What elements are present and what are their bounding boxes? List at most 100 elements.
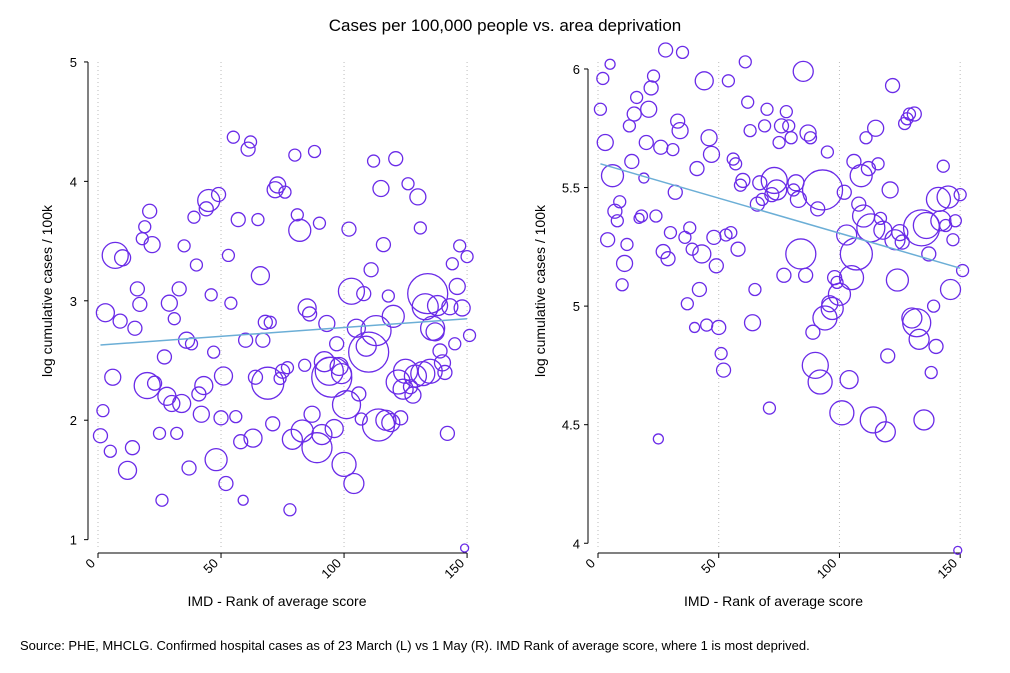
right-data-point <box>860 160 877 177</box>
right-data-point <box>953 188 967 202</box>
right-data-point <box>880 348 896 364</box>
right-data-point <box>640 100 658 118</box>
left-data-point <box>124 440 141 456</box>
left-data-point <box>331 451 357 478</box>
left-data-point <box>233 434 249 450</box>
right-data-point <box>755 192 769 207</box>
right-data-point <box>884 77 901 94</box>
right-data-point <box>874 421 896 443</box>
left-data-point <box>448 277 466 296</box>
left-data-point <box>104 368 122 386</box>
right-y-tick-label: 5 <box>573 299 580 314</box>
left-data-point <box>392 378 414 400</box>
left-data-point <box>307 144 322 159</box>
right-data-point <box>829 400 855 426</box>
right-data-point <box>735 172 751 189</box>
left-data-point <box>187 210 201 224</box>
left-data-point <box>273 371 287 386</box>
right-data-point <box>622 119 637 133</box>
left-data-point <box>401 177 415 191</box>
right-data-point <box>776 267 792 283</box>
left-data-point <box>341 221 357 237</box>
left-data-point <box>437 364 453 381</box>
right-data-point <box>901 307 923 329</box>
right-data-point <box>748 282 762 297</box>
left-data-point <box>251 212 265 227</box>
right-data-point <box>700 318 714 332</box>
left-data-point <box>132 296 148 313</box>
right-data-point <box>678 230 692 244</box>
right-x-tick-label: 50 <box>698 556 719 577</box>
left-data-point <box>171 281 187 297</box>
left-data-point <box>433 354 452 372</box>
right-data-point <box>891 223 909 242</box>
left-data-point <box>375 237 392 253</box>
left-data-point <box>95 303 116 323</box>
left-data-point <box>445 257 459 271</box>
left-data-point <box>142 203 158 219</box>
left-data-point <box>177 239 191 253</box>
left-data-point <box>301 306 318 322</box>
right-data-point <box>785 238 817 270</box>
right-data-point <box>849 164 873 188</box>
left-data-point <box>313 351 336 373</box>
right-x-axis-title: IMD - Rank of average score <box>684 593 863 609</box>
right-data-point <box>600 232 616 248</box>
left-fit-line <box>100 317 468 346</box>
right-data-point <box>626 106 642 122</box>
left-data-point <box>156 349 173 365</box>
left-data-point <box>290 208 304 222</box>
right-x-tick-label: 100 <box>814 556 840 582</box>
right-data-point <box>634 209 649 223</box>
right-data-point <box>836 224 858 246</box>
right-data-point <box>936 159 950 173</box>
left-data-point <box>356 285 372 302</box>
right-data-point <box>613 195 627 209</box>
right-y-tick-label: 5.5 <box>562 181 580 196</box>
right-data-point <box>846 153 862 170</box>
left-data-point <box>240 141 256 157</box>
right-data-point <box>807 369 833 395</box>
right-data-point <box>881 181 899 199</box>
right-data-point <box>906 106 922 122</box>
left-data-point <box>425 322 445 342</box>
left-data-point <box>426 294 449 317</box>
left-data-point <box>250 266 271 286</box>
right-data-point <box>688 321 701 334</box>
right-y-tick-label: 6 <box>573 62 580 77</box>
left-data-point <box>337 277 366 305</box>
right-data-point <box>908 328 930 350</box>
right-data-point <box>666 142 680 157</box>
left-data-point <box>229 409 243 424</box>
right-data-point <box>730 241 746 257</box>
right-data-point <box>629 90 644 105</box>
right-data-point <box>789 190 808 209</box>
right-data-point <box>772 135 786 150</box>
right-data-point <box>683 221 697 235</box>
right-data-point <box>856 213 886 243</box>
left-data-point <box>288 148 302 162</box>
right-data-point <box>706 229 722 245</box>
right-data-point <box>670 113 686 129</box>
right-data-point <box>615 278 629 292</box>
right-data-point <box>764 187 780 203</box>
right-data-point <box>762 401 777 415</box>
left-data-point <box>243 428 263 448</box>
left-data-point <box>343 472 365 495</box>
left-data-point <box>155 493 169 507</box>
right-data-point <box>871 157 885 171</box>
right-data-point <box>836 184 852 200</box>
left-data-point <box>432 343 448 359</box>
right-data-point <box>741 95 755 109</box>
left-data-point <box>117 460 138 481</box>
right-data-point <box>596 133 614 152</box>
right-data-point <box>810 201 826 217</box>
right-data-point <box>638 134 654 151</box>
right-data-point <box>749 196 766 212</box>
right-data-point <box>851 196 867 212</box>
right-data-point <box>921 246 937 262</box>
right-data-point <box>760 166 788 195</box>
left-data-point <box>453 239 467 253</box>
